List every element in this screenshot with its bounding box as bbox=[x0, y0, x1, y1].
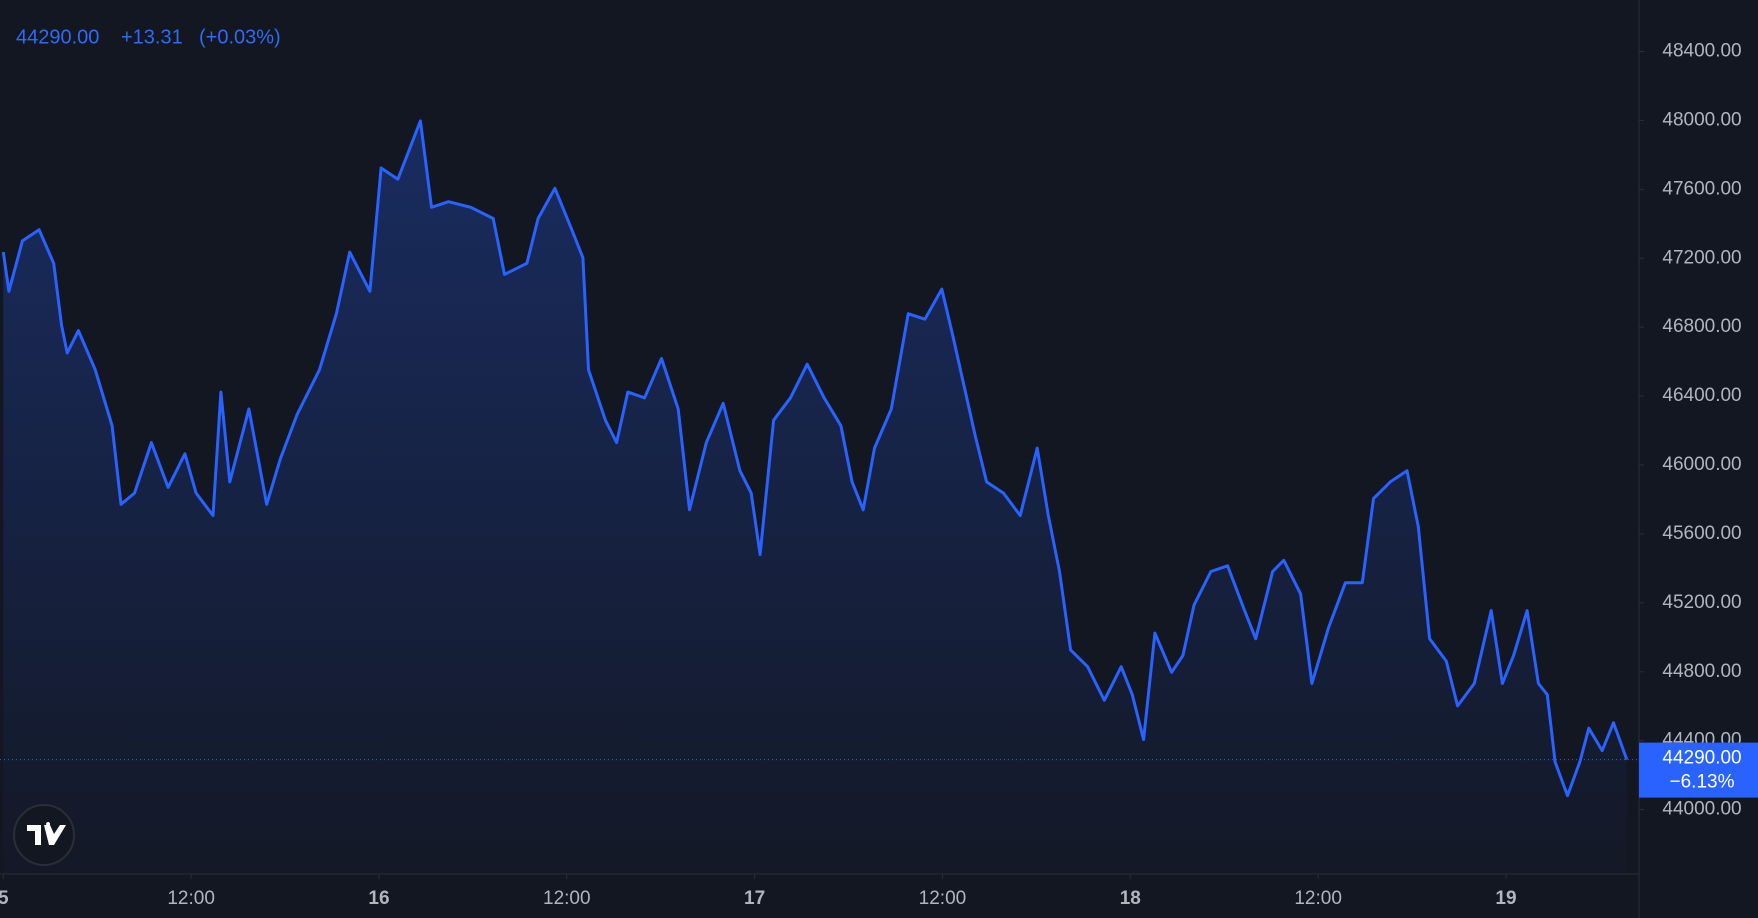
last-price-label: 44290.00 bbox=[1662, 748, 1741, 769]
y-tick-label: 45200.00 bbox=[1662, 592, 1741, 613]
x-tick-label: 12:00 bbox=[1294, 888, 1342, 909]
y-tick-label: 48000.00 bbox=[1662, 109, 1741, 130]
y-tick-label: 44800.00 bbox=[1662, 661, 1741, 682]
x-tick-label: 18 bbox=[1120, 888, 1141, 909]
header-change-pct: (+0.03%) bbox=[199, 26, 281, 48]
y-tick-label: 46000.00 bbox=[1662, 454, 1741, 475]
y-tick-label: 45600.00 bbox=[1662, 523, 1741, 544]
x-tick-label: 12:00 bbox=[919, 888, 967, 909]
plot-area bbox=[0, 119, 1639, 874]
last-change-label: −6.13% bbox=[1670, 772, 1735, 793]
y-tick-label: 46400.00 bbox=[1662, 385, 1741, 406]
x-tick-label: 17 bbox=[744, 888, 765, 909]
x-tick-label: 19 bbox=[1495, 888, 1516, 909]
x-tick-label: 5 bbox=[0, 888, 9, 909]
header-price: 44290.00 bbox=[16, 26, 99, 48]
y-tick-label: 46800.00 bbox=[1662, 316, 1741, 337]
y-tick-label: 47200.00 bbox=[1662, 247, 1741, 268]
price-line bbox=[1, 119, 1629, 798]
y-tick-label: 48400.00 bbox=[1662, 41, 1741, 62]
x-tick-label: 12:00 bbox=[543, 888, 591, 909]
logo-circle bbox=[13, 804, 75, 866]
logo-mark bbox=[27, 822, 66, 845]
x-tick-label: 12:00 bbox=[167, 888, 215, 909]
last-price-box bbox=[1639, 742, 1758, 798]
y-tick-label: 44000.00 bbox=[1662, 799, 1741, 820]
x-tick-label: 16 bbox=[368, 888, 389, 909]
logo bbox=[13, 804, 75, 866]
y-tick-label: 47600.00 bbox=[1662, 178, 1741, 199]
area bbox=[3, 120, 1627, 874]
header-change: +13.31 bbox=[121, 26, 183, 48]
